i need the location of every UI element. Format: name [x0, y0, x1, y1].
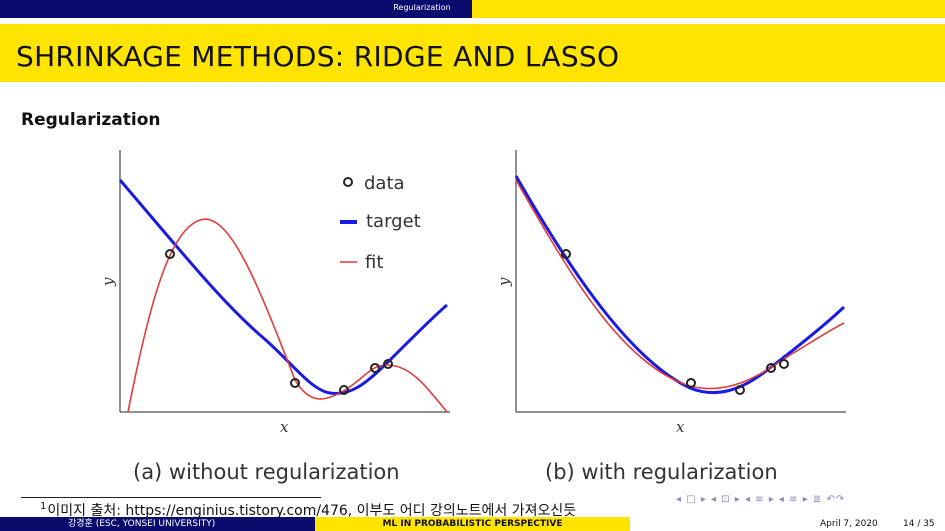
panel-a-xlabel: x	[280, 418, 289, 436]
panel-b-data-point	[766, 363, 776, 373]
footer-author: 강경훈 (ESC, YONSEI UNIVERSITY)	[0, 517, 315, 531]
panel-a-caption: (a) without regularization	[133, 460, 400, 484]
panel-a-target-curve	[118, 179, 448, 395]
footer-page-number: 14 / 35	[903, 519, 935, 529]
panel-b-data-point	[561, 249, 571, 259]
legend-fit-label: fit	[365, 252, 383, 273]
legend: data target fit	[340, 173, 421, 273]
panel-a-fit-curve	[127, 218, 448, 413]
section-tab[interactable]	[472, 0, 945, 18]
subheading: Regularization	[21, 110, 161, 130]
panel-b-ylabel: y	[495, 277, 513, 287]
panel-a-data-point	[165, 249, 175, 259]
title-bar: SHRINKAGE METHODS: RIDGE AND LASSO	[0, 24, 945, 82]
panel-b-caption: (b) with regularization	[545, 460, 778, 484]
panel-b-data-point	[779, 359, 789, 369]
footer-course: ML IN PROBABILISTIC PERSPECTIVE	[315, 517, 630, 531]
panel-a-axes	[119, 150, 450, 413]
footer-date: April 7, 2020	[820, 519, 878, 529]
slide-title: SHRINKAGE METHODS: RIDGE AND LASSO	[16, 40, 620, 73]
legend-data-marker	[343, 177, 353, 187]
panel-b-axes	[515, 150, 846, 413]
panel-b-target-curve	[514, 175, 846, 395]
panel-a-data-point	[290, 378, 300, 388]
footnote: 1이미지 출처: https://enginius.tistory.com/47…	[40, 500, 576, 520]
footer: 강경훈 (ESC, YONSEI UNIVERSITY) ML IN PROBA…	[0, 517, 945, 531]
footnote-mark: 1	[40, 501, 47, 513]
panel-a-data-point	[383, 359, 393, 369]
panel-b-xlabel: x	[676, 418, 685, 436]
panel-a-data-point	[370, 363, 380, 373]
footnote-text: 이미지 출처: https://enginius.tistory.com/476…	[47, 503, 577, 519]
panel-b-data-point	[735, 385, 745, 395]
regularization-figure: y x data target fit y x	[99, 150, 846, 436]
panel-b-fit-curve	[515, 179, 845, 390]
footer-meta: April 7, 2020 14 / 35	[630, 517, 945, 531]
panel-b-data-point	[686, 378, 696, 388]
beamer-navigation-symbols[interactable]: ◂ □ ▸ ◂ ⊡ ▸ ◂ ≡ ▸ ◂ ≡ ▸ ≣ ↶↷	[676, 494, 846, 505]
legend-target-label: target	[366, 211, 421, 232]
top-navigation-bar: Regularization	[0, 0, 945, 18]
footnote-divider	[21, 497, 321, 498]
panel-a-data-point	[339, 385, 349, 395]
section-label[interactable]: Regularization	[393, 3, 451, 12]
panel-a-ylabel: y	[99, 277, 117, 287]
legend-data-label: data	[364, 173, 405, 194]
